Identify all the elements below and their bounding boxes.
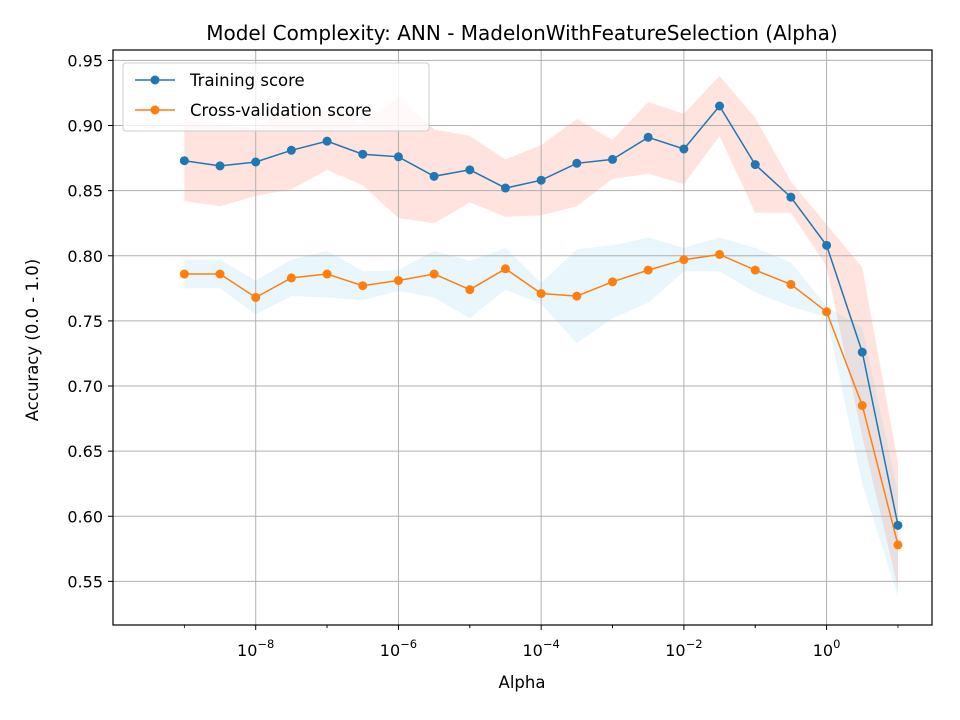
data-point-cross-validation — [679, 255, 689, 265]
y-tick-label: 0.55 — [67, 572, 103, 591]
data-point-training — [679, 144, 689, 154]
y-tick-label: 0.60 — [67, 507, 103, 526]
data-point-training — [572, 158, 582, 168]
y-tick-label: 0.85 — [67, 182, 103, 201]
data-point-training — [536, 175, 546, 185]
series-markers — [179, 101, 903, 550]
data-point-cross-validation — [251, 292, 261, 302]
data-point-cross-validation — [465, 285, 475, 295]
data-point-cross-validation — [715, 249, 725, 259]
data-point-training — [322, 136, 332, 146]
data-point-training — [251, 157, 261, 167]
data-point-cross-validation — [286, 273, 296, 283]
x-tick-label: 10−6 — [380, 637, 417, 660]
axes-frame — [112, 49, 933, 626]
y-axis-label: Accuracy (0.0 - 1.0) — [23, 259, 42, 421]
data-point-training — [822, 240, 832, 250]
data-point-training — [465, 165, 475, 175]
data-point-training — [393, 152, 403, 162]
data-point-training — [893, 520, 903, 530]
y-tick-label: 0.70 — [67, 377, 103, 396]
y-tick-label: 0.65 — [67, 442, 103, 461]
data-point-training — [429, 171, 439, 181]
x-tick-label: 10−2 — [665, 637, 702, 660]
legend-label-training: Training score — [189, 71, 305, 90]
x-tick-label: 100 — [813, 637, 841, 660]
data-point-training — [608, 154, 618, 164]
data-point-cross-validation — [643, 265, 653, 275]
data-point-training — [215, 161, 225, 171]
data-point-training — [786, 192, 796, 202]
data-point-cross-validation — [429, 269, 439, 279]
data-point-cross-validation — [893, 540, 903, 550]
data-point-training — [857, 347, 867, 357]
legend-label-cross-validation: Cross-validation score — [190, 101, 372, 120]
data-point-training — [715, 101, 725, 111]
legend-box — [122, 62, 430, 132]
data-point-cross-validation — [536, 289, 546, 299]
data-point-training — [750, 160, 760, 170]
data-point-cross-validation — [393, 276, 403, 286]
x-axis-ticks: 10−8 10−6 10−4 10−2 100 — [183, 625, 899, 660]
y-tick-label: 0.80 — [67, 247, 103, 266]
data-point-training — [500, 183, 510, 193]
y-tick-label: 0.90 — [67, 117, 103, 136]
data-point-cross-validation — [322, 269, 332, 279]
x-axis-label: Alpha — [499, 673, 546, 692]
grid — [113, 50, 932, 625]
data-point-cross-validation — [500, 264, 510, 274]
y-tick-label: 0.75 — [67, 312, 103, 331]
data-point-cross-validation — [572, 291, 582, 301]
data-point-cross-validation — [750, 265, 760, 275]
data-point-training — [358, 149, 368, 159]
y-axis-ticks: 0.55 0.60 0.65 0.70 0.75 0.80 0.85 0.90 0.95 — [67, 51, 113, 591]
y-tick-label: 0.95 — [67, 51, 103, 70]
data-point-training — [179, 156, 189, 166]
data-point-training — [643, 132, 653, 142]
data-point-cross-validation — [179, 269, 189, 279]
data-point-cross-validation — [857, 401, 867, 411]
chart-title: Model Complexity: ANN - MadelonWithFeatu… — [206, 21, 838, 45]
data-point-cross-validation — [608, 277, 618, 287]
data-point-training — [286, 145, 296, 155]
data-point-cross-validation — [215, 269, 225, 279]
legend: Training score Cross-validation score — [122, 62, 430, 132]
legend-marker-cross-validation — [150, 105, 160, 115]
data-point-cross-validation — [786, 279, 796, 289]
plot-area — [113, 50, 932, 625]
x-tick-label: 10−4 — [522, 637, 559, 660]
data-point-cross-validation — [822, 307, 832, 317]
data-point-cross-validation — [358, 281, 368, 291]
x-tick-label: 10−8 — [237, 637, 274, 660]
legend-marker-training — [150, 75, 160, 85]
